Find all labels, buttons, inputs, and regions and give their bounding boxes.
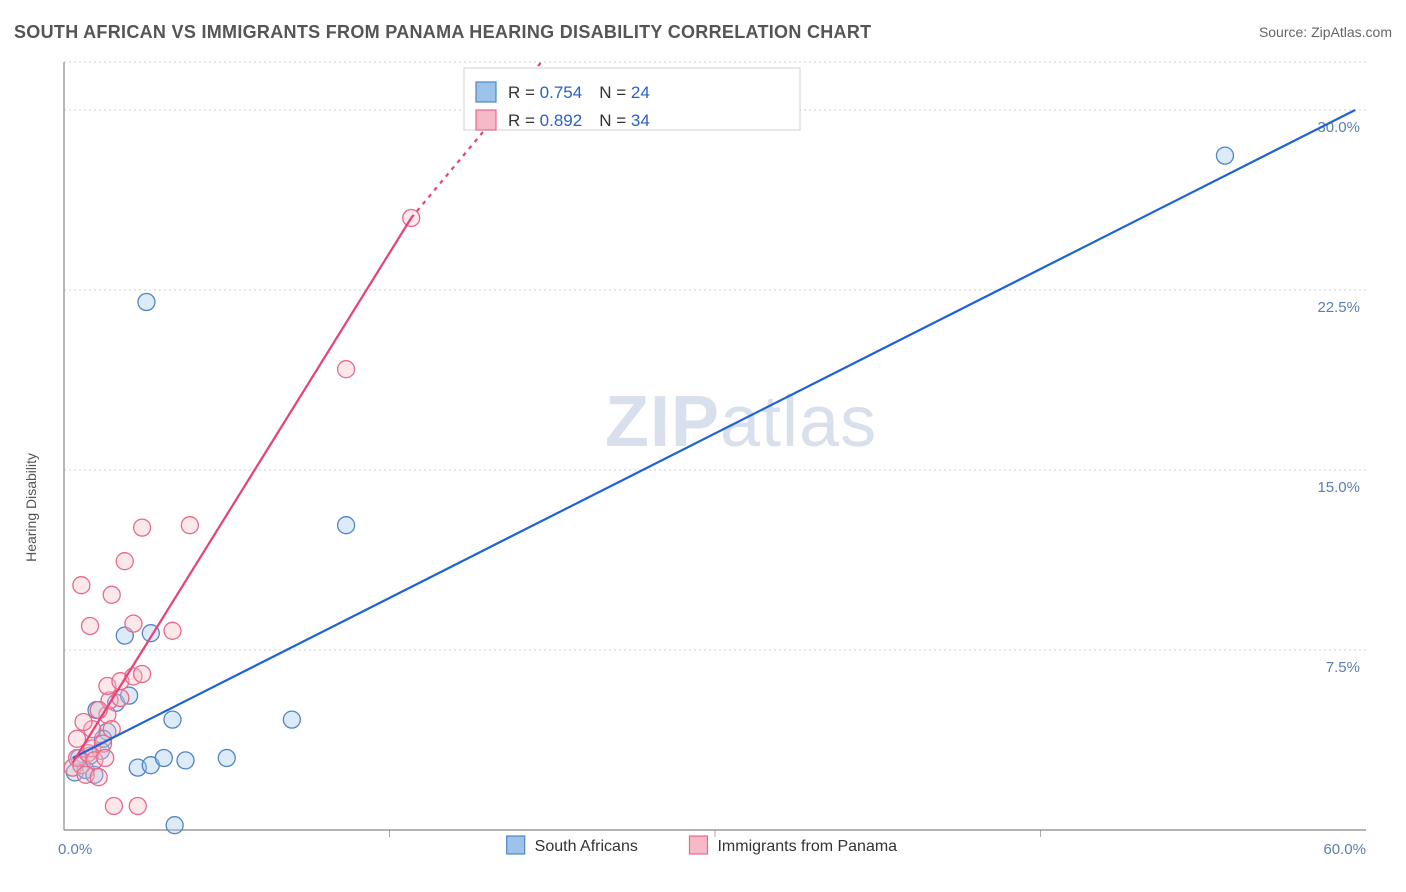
data-point-immigrants_panama <box>105 798 122 815</box>
data-point-south_africans <box>164 711 181 728</box>
chart-source: Source: ZipAtlas.com <box>1259 24 1392 40</box>
data-point-south_africans <box>177 752 194 769</box>
source-link[interactable]: ZipAtlas.com <box>1311 24 1392 40</box>
data-point-immigrants_panama <box>125 615 142 632</box>
bottom-legend-label-immigrants_panama: Immigrants from Panama <box>717 838 897 855</box>
chart-header: SOUTH AFRICAN VS IMMIGRANTS FROM PANAMA … <box>14 18 1392 46</box>
bottom-legend-swatch-south_africans <box>507 836 525 854</box>
source-prefix: Source: <box>1259 24 1311 40</box>
data-point-south_africans <box>283 711 300 728</box>
data-point-immigrants_panama <box>103 586 120 603</box>
data-point-immigrants_panama <box>164 622 181 639</box>
data-point-immigrants_panama <box>73 577 90 594</box>
ytick-label: 30.0% <box>1317 119 1360 136</box>
y-axis-label: Hearing Disability <box>23 453 39 562</box>
data-point-immigrants_panama <box>129 798 146 815</box>
ytick-label: 7.5% <box>1326 659 1360 676</box>
data-point-immigrants_panama <box>97 750 114 767</box>
legend-swatch-south_africans <box>476 82 496 102</box>
data-point-immigrants_panama <box>75 714 92 731</box>
ytick-label: 22.5% <box>1317 299 1360 316</box>
trend-immigrants_panama <box>73 218 412 763</box>
scatter-chart: ZIPatlas 7.5% 15.0% 22.5% 30.0% 0.0% 60.0% Hear… <box>14 50 1392 878</box>
data-point-immigrants_panama <box>338 361 355 378</box>
data-point-south_africans <box>166 817 183 834</box>
data-point-immigrants_panama <box>82 618 99 635</box>
xtick-label: 60.0% <box>1323 841 1366 858</box>
data-point-immigrants_panama <box>90 769 107 786</box>
data-point-south_africans <box>155 750 172 767</box>
legend-swatch-immigrants_panama <box>476 110 496 130</box>
data-point-immigrants_panama <box>134 666 151 683</box>
data-point-immigrants_panama <box>134 519 151 536</box>
data-point-immigrants_panama <box>181 517 198 534</box>
chart-title: SOUTH AFRICAN VS IMMIGRANTS FROM PANAMA … <box>14 22 871 43</box>
data-point-south_africans <box>218 750 235 767</box>
data-point-south_africans <box>1216 147 1233 164</box>
data-point-south_africans <box>138 294 155 311</box>
data-point-immigrants_panama <box>112 690 129 707</box>
legend-stats-immigrants_panama: R = 0.892 N = 34 <box>508 111 650 130</box>
plot-area: ZIPatlas 7.5% 15.0% 22.5% 30.0% 0.0% 60.0% Hear… <box>14 50 1392 878</box>
bottom-legend-swatch-immigrants_panama <box>689 836 707 854</box>
watermark: ZIPatlas <box>605 382 877 462</box>
legend-stats-south_africans: R = 0.754 N = 24 <box>508 83 650 102</box>
data-point-immigrants_panama <box>116 553 133 570</box>
ytick-label: 15.0% <box>1317 479 1360 496</box>
data-point-south_africans <box>338 517 355 534</box>
bottom-legend-label-south_africans: South Africans <box>535 838 638 855</box>
xtick-label: 0.0% <box>58 841 92 858</box>
trend-south_africans <box>73 110 1355 758</box>
